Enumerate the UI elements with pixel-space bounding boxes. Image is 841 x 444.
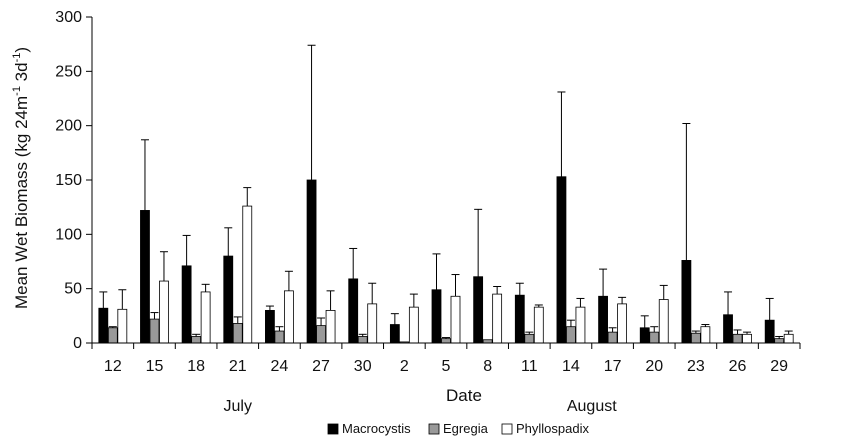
bar-phyllospadix [492, 293, 503, 344]
y-axis: 0 50 100 150 200 250 300 [55, 9, 93, 352]
x-tick-label: 14 [562, 358, 580, 375]
x-axis: 12 15 18 21 24 27 30 2 5 8 11 14 17 20 23 26 29 [91, 342, 801, 375]
bar-egregia [732, 333, 743, 344]
y-tick-label: 300 [55, 9, 82, 26]
bar-phyllospadix [617, 303, 627, 344]
legend: Macrocystis Egregia Phyllospadix [327, 421, 589, 436]
bar-macrocystis [681, 260, 692, 344]
bar-macrocystis [514, 294, 525, 344]
bar-egregia [149, 318, 160, 344]
x-tick-label: 15 [146, 358, 164, 375]
bar-macrocystis [265, 309, 275, 344]
legend-swatch-macrocystis [327, 423, 339, 435]
bar-phyllospadix [700, 326, 711, 344]
bar-macrocystis [98, 307, 109, 344]
bar-egregia [274, 330, 285, 344]
bar-phyllospadix [450, 295, 461, 344]
x-tick-label: 26 [729, 358, 747, 375]
bar-egregia [357, 336, 368, 344]
y-tick-label: 0 [73, 335, 82, 352]
bar-phyllospadix [533, 306, 544, 344]
x-tick-label: 29 [770, 358, 788, 375]
x-group-labels: July August [224, 398, 618, 415]
bar-macrocystis [389, 324, 400, 344]
legend-label-egregia: Egregia [443, 421, 489, 436]
x-tick-label: 24 [271, 358, 289, 375]
bar-egregia [607, 331, 618, 344]
bar-egregia [232, 323, 243, 344]
bar-egregia [566, 326, 576, 344]
x-tick-label: 18 [187, 358, 205, 375]
bar-egregia [191, 336, 202, 344]
bar-macrocystis [764, 319, 775, 344]
bar-egregia [107, 327, 118, 344]
bar-macrocystis [556, 176, 567, 344]
y-tick-label: 150 [55, 172, 82, 189]
y-tick-label: 50 [64, 281, 82, 298]
bar-phyllospadix [367, 303, 378, 344]
bar-phyllospadix [200, 291, 211, 344]
bar-phyllospadix [159, 280, 169, 344]
bar-phyllospadix [658, 299, 669, 344]
bar-phyllospadix [284, 290, 294, 344]
x-axis-title: Date [446, 386, 482, 405]
y-tick-label: 250 [55, 63, 82, 80]
x-tick-label: 27 [312, 358, 330, 375]
bar-macrocystis [140, 210, 150, 344]
bar-macrocystis [306, 179, 317, 344]
bar-egregia [316, 325, 326, 344]
bar-egregia [690, 332, 701, 344]
x-tick-label: 30 [354, 358, 372, 375]
bar-macrocystis [223, 255, 234, 344]
y-tick-label: 200 [55, 118, 82, 135]
bar-phyllospadix [408, 306, 419, 344]
y-axis-title: Mean Wet Biomass (kg 24m-1 3d-1) [11, 47, 31, 309]
bar-egregia [524, 333, 535, 344]
bar-macrocystis [348, 278, 359, 344]
x-tick-label: 17 [604, 358, 622, 375]
x-tick-label: 21 [229, 358, 247, 375]
bar-phyllospadix [242, 205, 253, 344]
legend-label-macrocystis: Macrocystis [342, 421, 411, 436]
x-tick-label: 23 [687, 358, 705, 375]
bar-egregia [774, 338, 785, 344]
x-tick-label: 11 [521, 358, 538, 375]
month-group-label: July [224, 398, 252, 415]
bar-macrocystis [598, 295, 608, 344]
legend-swatch-egregia [428, 423, 440, 435]
bar-macrocystis [181, 265, 192, 344]
x-tick-label: 8 [483, 358, 492, 375]
bar-macrocystis [723, 314, 733, 344]
bar-macrocystis [431, 289, 442, 344]
legend-swatch-phyllospadix [501, 423, 513, 435]
bar-phyllospadix [742, 333, 752, 344]
legend-label-phyllospadix: Phyllospadix [516, 421, 589, 436]
month-group-label: August [567, 398, 617, 415]
bar-phyllospadix [575, 306, 586, 344]
x-tick-label: 12 [104, 358, 122, 375]
bar-layer [98, 44, 794, 344]
bar-macrocystis [473, 276, 484, 344]
x-tick-label: 20 [645, 358, 663, 375]
y-tick-label: 100 [55, 226, 82, 243]
bar-macrocystis [639, 327, 650, 344]
bar-phyllospadix [783, 333, 794, 344]
bar-egregia [649, 331, 660, 344]
bar-egregia [441, 338, 451, 344]
x-tick-label: 5 [442, 358, 451, 375]
x-tick-label: 2 [400, 358, 409, 375]
bar-phyllospadix [325, 309, 336, 344]
bar-phyllospadix [117, 308, 128, 344]
